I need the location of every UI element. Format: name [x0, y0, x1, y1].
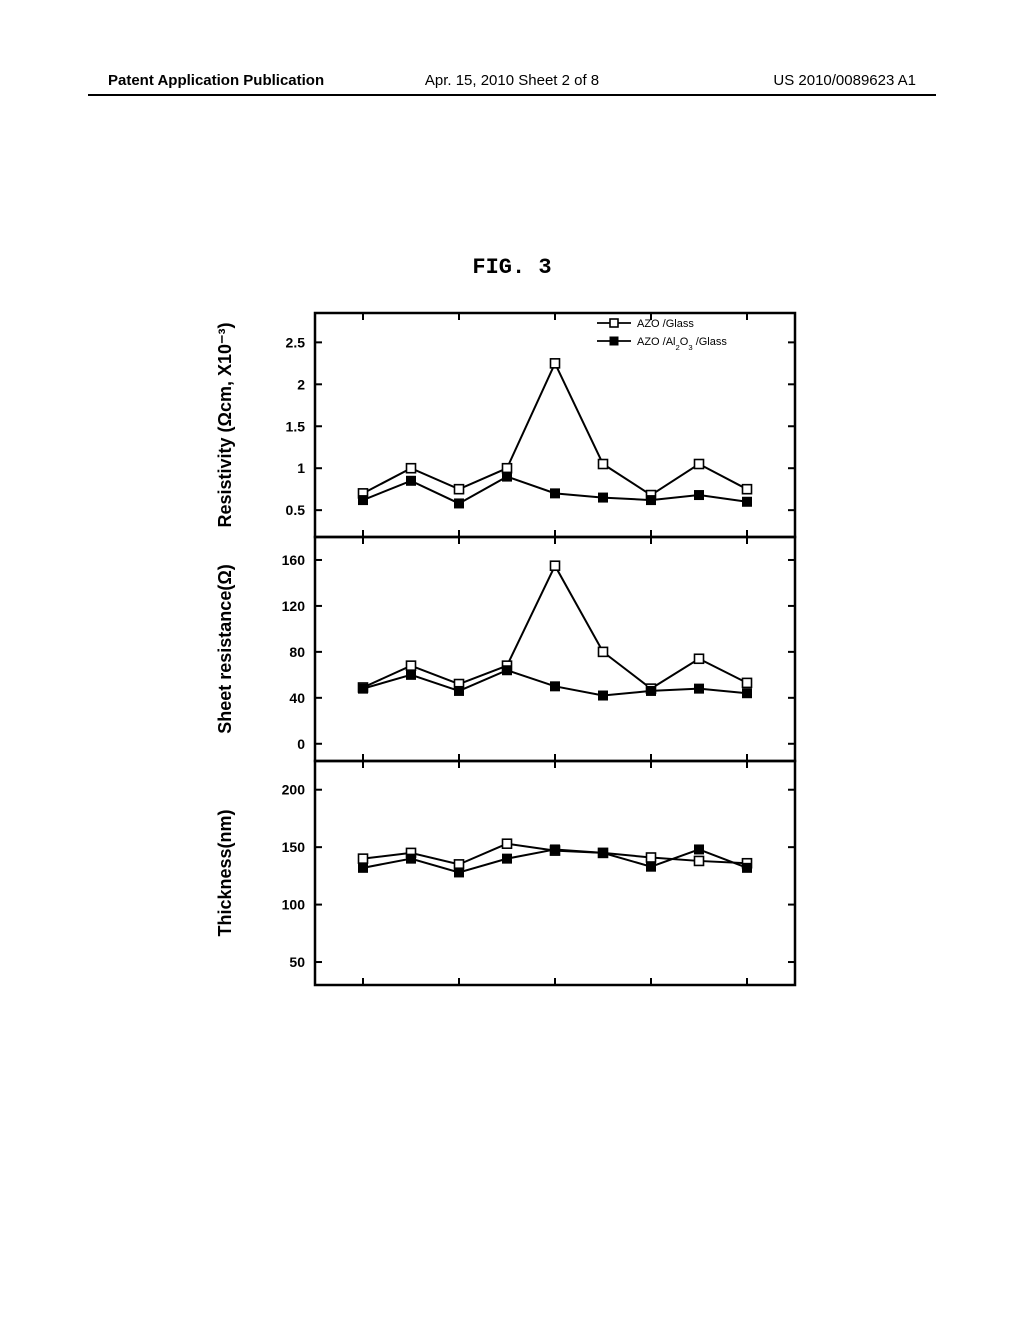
svg-text:200: 200	[282, 782, 306, 798]
svg-text:2.5: 2.5	[286, 334, 306, 350]
svg-text:0: 0	[551, 994, 559, 995]
header-right: US 2010/0089623 A1	[773, 72, 916, 89]
svg-text:1.5: 1.5	[286, 418, 306, 434]
svg-text:Thickness(nm): Thickness(nm)	[215, 809, 235, 936]
svg-text:160: 160	[282, 552, 306, 568]
svg-text:4: 4	[743, 994, 751, 995]
svg-text:AZO /Glass: AZO /Glass	[637, 318, 694, 330]
svg-text:-4: -4	[357, 994, 370, 995]
svg-text:120: 120	[282, 598, 306, 614]
chart-svg: 0.511.522.5Resistivity (Ωcm, X10⁻³)04080…	[205, 295, 820, 995]
svg-text:2: 2	[647, 994, 655, 995]
svg-text:100: 100	[282, 897, 306, 913]
svg-text:80: 80	[289, 644, 305, 660]
svg-text:Resistivity (Ωcm, X10⁻³): Resistivity (Ωcm, X10⁻³)	[215, 322, 235, 527]
svg-text:150: 150	[282, 839, 306, 855]
chart-container: 0.511.522.5Resistivity (Ωcm, X10⁻³)04080…	[205, 295, 820, 995]
header-rule	[88, 94, 936, 96]
svg-text:0.5: 0.5	[286, 502, 306, 518]
page-header: Patent Application Publication Apr. 15, …	[0, 72, 1024, 96]
svg-text:AZO /Al2O3 /Glass: AZO /Al2O3 /Glass	[637, 336, 727, 352]
svg-text:50: 50	[289, 954, 305, 970]
svg-text:0: 0	[297, 736, 305, 752]
svg-text:1: 1	[297, 460, 305, 476]
svg-text:-2: -2	[453, 994, 466, 995]
figure-label: FIG. 3	[0, 255, 1024, 280]
svg-text:Sheet resistance(Ω): Sheet resistance(Ω)	[215, 564, 235, 734]
svg-text:2: 2	[297, 376, 305, 392]
svg-text:40: 40	[289, 690, 305, 706]
